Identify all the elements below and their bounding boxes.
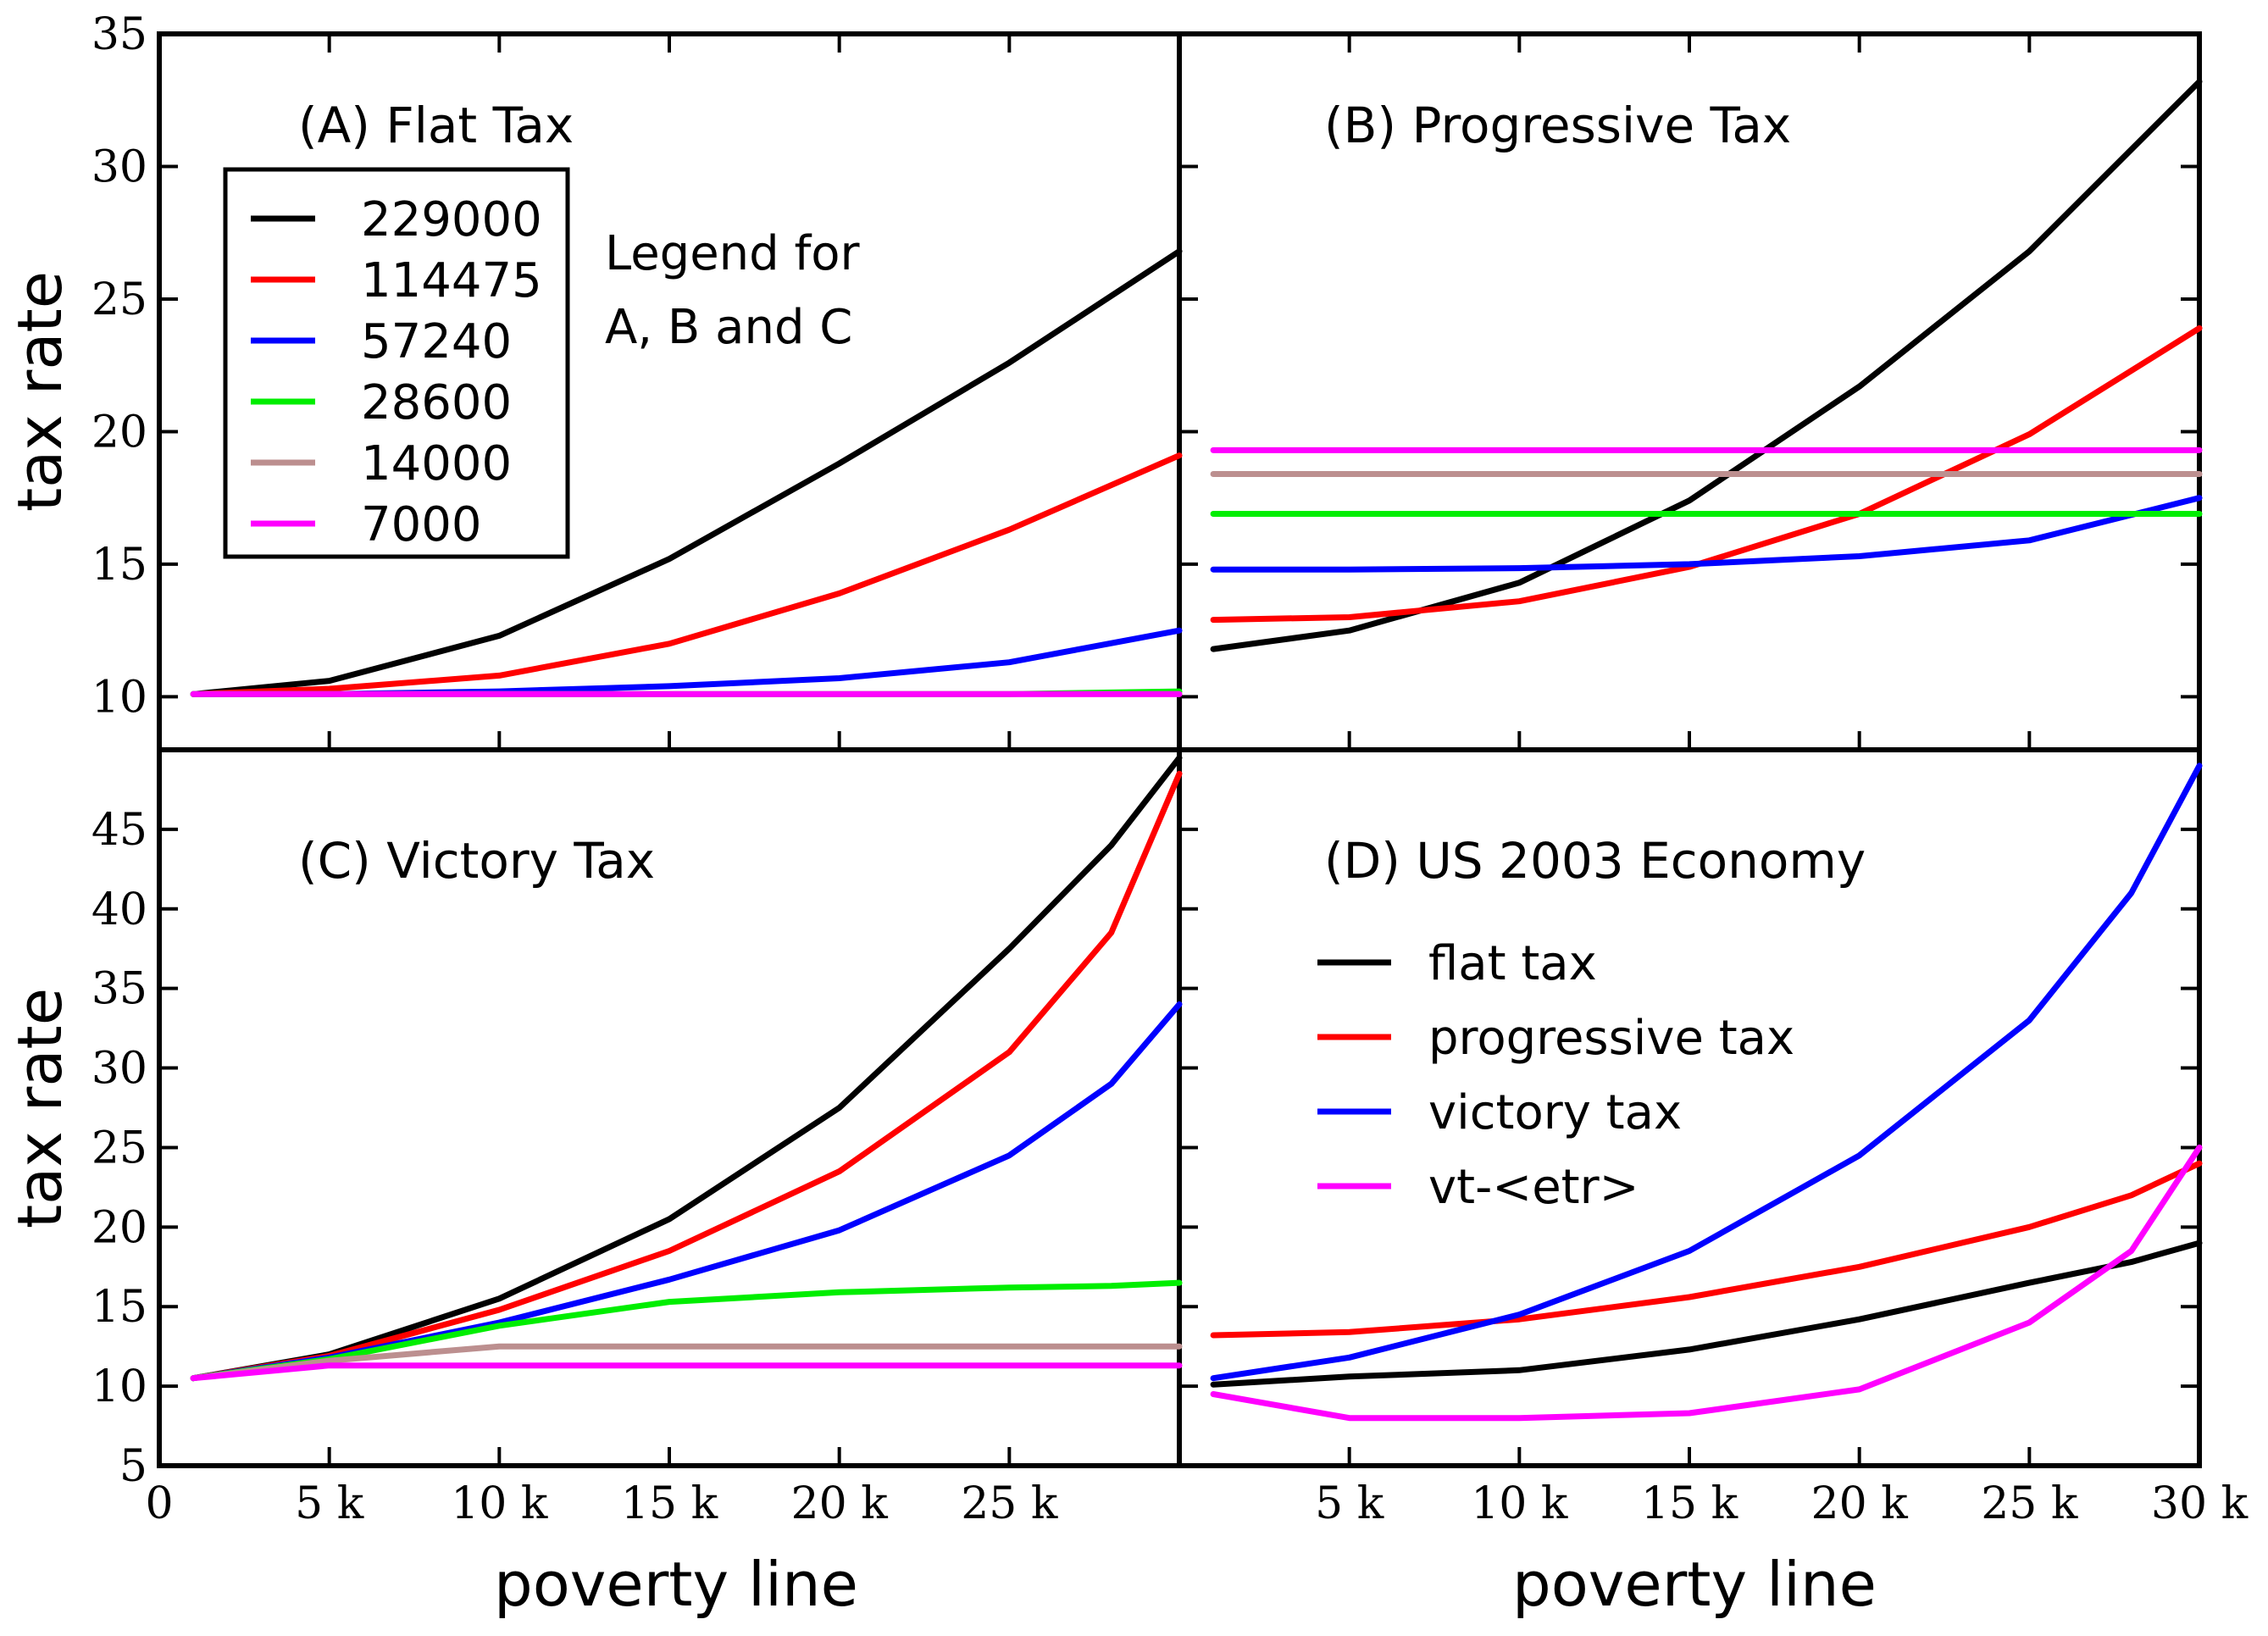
panel-d-xtick-label: 20 k xyxy=(1811,1478,1909,1529)
panel-d-legend: flat tax progressive tax victory tax vt-<et… xyxy=(1317,936,1794,1215)
panel-a-ytick-label: 30 xyxy=(91,141,147,192)
panel-d-legend-label: vt-<etr> xyxy=(1428,1160,1639,1215)
panel-d-series-flat-tax xyxy=(1210,1239,2203,1388)
panel-c-curves xyxy=(190,754,1183,1382)
shared-legend-label: 14000 xyxy=(361,436,512,491)
panel-a-ytick-label: 10 xyxy=(91,672,147,723)
panel-d-legend-label: progressive tax xyxy=(1428,1011,1794,1066)
panel-b-series-57240 xyxy=(1210,495,2203,573)
panel-c-ytick-label: 15 xyxy=(91,1282,147,1333)
panel-c-xtick-label: 0 xyxy=(145,1478,173,1529)
panel-d-legend-label: flat tax xyxy=(1428,936,1597,991)
shared-legend-box xyxy=(223,167,570,559)
panel-d-curves xyxy=(1210,763,2203,1422)
panel-c-series-229000 xyxy=(190,754,1183,1382)
panel-a-ytick-label: 25 xyxy=(91,275,147,325)
y-axis-title-bottom: tax rate xyxy=(4,988,75,1228)
x-axis-title-right: poverty line xyxy=(1512,1549,1877,1620)
panel-a-series-229000 xyxy=(190,248,1183,697)
panel-c-xtick-label: 20 k xyxy=(791,1478,889,1529)
panel-a-curves xyxy=(190,248,1183,697)
panel-d-xtick-label: 10 k xyxy=(1471,1478,1568,1529)
panel-c-ytick-label: 20 xyxy=(91,1202,147,1253)
panel-b-curves xyxy=(1210,78,2203,652)
x-axis-title-left: poverty line xyxy=(494,1549,858,1620)
panel-c-ytick-label: 40 xyxy=(91,885,147,935)
panel-c-ytick-label: 5 xyxy=(119,1441,147,1492)
shared-legend-label: 57240 xyxy=(361,314,512,369)
panel-c-ytick-label: 25 xyxy=(91,1123,147,1173)
shared-legend-label: 7000 xyxy=(361,497,482,552)
panel-b-series-229000 xyxy=(1210,78,2203,652)
panel-a-ytick-label: 15 xyxy=(91,540,147,591)
panel-c-series-28600 xyxy=(190,1279,1183,1382)
shared-legend-label: 229000 xyxy=(361,192,542,247)
panel-d-xtick-label: 15 k xyxy=(1641,1478,1738,1529)
panel-c-series-114475 xyxy=(190,770,1183,1382)
panel-c-xtick-label: 5 k xyxy=(295,1478,364,1529)
shared-legend: 229000 114475 57240 28600 14000 7000 xyxy=(251,192,542,552)
panel-d-xtick-label: 5 k xyxy=(1315,1478,1384,1529)
panel-c-ytick-label: 30 xyxy=(91,1044,147,1095)
panel-c-ytick-label: 10 xyxy=(91,1361,147,1412)
panel-c-ytick-label: 35 xyxy=(91,964,147,1015)
y-axis-title-top: tax rate xyxy=(4,271,75,512)
panel-a-series-114475 xyxy=(190,452,1183,697)
panel-a-title: (A) Flat Tax xyxy=(298,97,574,154)
panel-c-xtick-label: 15 k xyxy=(621,1478,718,1529)
panel-b-title: (B) Progressive Tax xyxy=(1324,97,1791,154)
panel-c-series-7000 xyxy=(190,1362,1183,1382)
panel-d-series-vt-etr- xyxy=(1210,1144,2203,1422)
panel-c-xtick-label: 10 k xyxy=(451,1478,548,1529)
panel-d-xtick-label: 30 k xyxy=(2151,1478,2249,1529)
panel-c-ytick-label: 45 xyxy=(91,805,147,856)
panel-d-title: (D) US 2003 Economy xyxy=(1324,832,1866,890)
panel-d-xtick-label: 25 k xyxy=(1981,1478,2078,1529)
panel-c-series-14000 xyxy=(190,1343,1183,1382)
panel-c-series-57240 xyxy=(190,1001,1183,1382)
panel-d-series-victory-tax xyxy=(1210,763,2203,1382)
shared-legend-label: 28600 xyxy=(361,375,512,430)
panel-c-title: (C) Victory Tax xyxy=(298,832,655,890)
panel-d-legend-label: victory tax xyxy=(1428,1085,1682,1140)
legend-note-line2: A, B and C xyxy=(605,300,852,355)
shared-legend-label: 114475 xyxy=(361,253,542,308)
panel-c-xtick-label: 25 k xyxy=(961,1478,1058,1529)
panel-a-ytick-label: 20 xyxy=(91,407,147,458)
panel-d-series-progressive-tax xyxy=(1210,1160,2203,1339)
ticks-layer: 10 15 20 25 30 35 5 10 15 20 25 30 35 40 45 0 5 k 10 k 15 … xyxy=(91,9,2249,1529)
panel-a-ytick-label: 35 xyxy=(91,9,147,60)
legend-note-line1: Legend for xyxy=(605,226,860,281)
